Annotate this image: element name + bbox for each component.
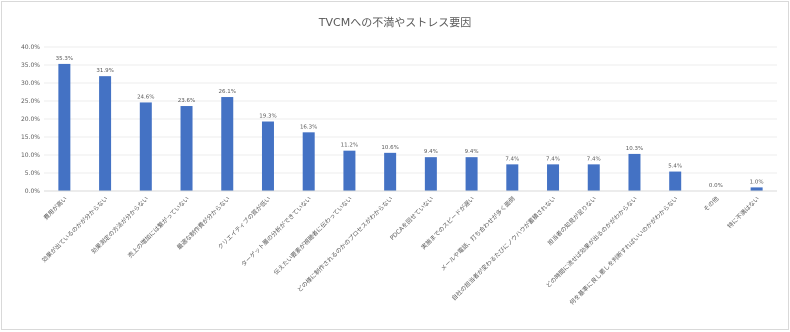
bar: [506, 164, 519, 191]
y-tick-label: 40.0%: [21, 44, 40, 51]
bar: [465, 157, 478, 191]
data-label: 10.3%: [626, 146, 643, 152]
chart-title: TVCMへの不満やストレス要因: [318, 16, 472, 29]
data-label: 24.6%: [137, 94, 154, 100]
bar: [628, 153, 641, 191]
category-label: 効果が出ているのかが分からない: [40, 195, 109, 264]
bar: [180, 106, 193, 191]
category-label: どの様に制作されるのかのプロセスがわからない: [296, 195, 395, 294]
category-label: ターゲット層の分析ができていない: [240, 195, 314, 269]
bar: [139, 102, 152, 191]
category-label: その他: [702, 195, 720, 213]
bar: [669, 171, 682, 191]
bar: [261, 121, 274, 191]
bar: [99, 76, 112, 191]
category-label: メールや電話、打ち合わせが多く面倒: [439, 195, 517, 273]
category-label: 特に不満はない: [726, 195, 761, 230]
data-label: 23.6%: [178, 98, 195, 104]
bar: [343, 150, 356, 191]
data-label: 16.3%: [300, 124, 317, 130]
y-axis-tick-labels: 0.0% 5.0% 10.0% 15.0% 20.0% 25.0% 30.0% 35.0% 40…: [21, 44, 40, 195]
data-label: 7.4%: [505, 156, 519, 162]
y-tick-label: 30.0%: [21, 80, 40, 87]
data-label: 1.0%: [750, 179, 764, 185]
bar: [587, 164, 600, 191]
bar: [547, 164, 560, 191]
category-label: 伝えたい要素が視聴者に伝わっていない: [272, 195, 354, 277]
y-tick-label: 0.0%: [25, 188, 41, 195]
bar: [750, 187, 763, 191]
data-label: 19.3%: [259, 114, 276, 120]
bars: [58, 63, 763, 191]
data-label: 10.6%: [381, 145, 398, 151]
data-label: 7.4%: [587, 156, 601, 162]
data-label: 26.1%: [219, 89, 236, 95]
category-labels: 費用が高い効果が出ているのかが分からない効果測定の方法が分からない売上の増加には…: [40, 195, 761, 307]
bar: [384, 152, 397, 191]
data-label: 31.9%: [96, 68, 113, 74]
category-label: PDCAを回せていない: [389, 195, 435, 241]
category-label: 費用が高い: [42, 195, 69, 222]
data-label: 5.4%: [668, 164, 682, 170]
bar: [221, 97, 234, 191]
gridlines: [44, 46, 777, 192]
bar: [302, 132, 315, 191]
y-tick-label: 10.0%: [21, 152, 40, 159]
bar: [58, 63, 71, 191]
data-label: 9.4%: [465, 149, 479, 155]
y-tick-label: 5.0%: [25, 170, 41, 177]
data-labels: 35.3% 31.9% 24.6% 23.6% 26.1% 19.3% 16.3% 11.2%…: [56, 56, 764, 189]
data-label: 11.2%: [341, 143, 358, 149]
y-tick-label: 25.0%: [21, 98, 40, 105]
category-label: どの時間に流せば効果が出るのかがわからない: [544, 195, 639, 290]
data-label: 7.4%: [546, 156, 560, 162]
bar: [424, 157, 437, 191]
y-tick-label: 35.0%: [21, 62, 40, 69]
data-label: 9.4%: [424, 149, 438, 155]
y-tick-label: 20.0%: [21, 116, 40, 123]
data-label: 35.3%: [56, 56, 73, 62]
data-label: 0.0%: [709, 183, 723, 189]
y-tick-label: 15.0%: [21, 134, 40, 141]
